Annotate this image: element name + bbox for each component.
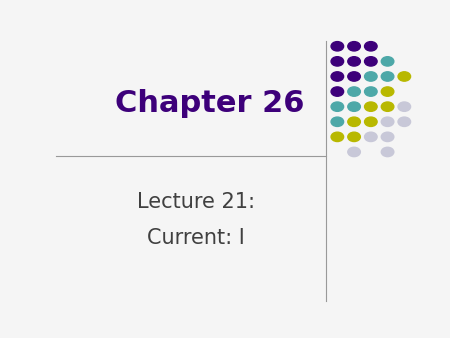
Circle shape <box>331 87 344 96</box>
Circle shape <box>398 102 410 111</box>
Circle shape <box>364 57 377 66</box>
Circle shape <box>364 102 377 111</box>
Circle shape <box>398 72 410 81</box>
Text: Lecture 21:: Lecture 21: <box>137 192 255 212</box>
Circle shape <box>348 147 360 156</box>
Text: Chapter 26: Chapter 26 <box>115 89 305 118</box>
Circle shape <box>364 117 377 126</box>
Circle shape <box>381 57 394 66</box>
Circle shape <box>381 87 394 96</box>
Circle shape <box>398 117 410 126</box>
Circle shape <box>331 42 344 51</box>
Text: Current: I: Current: I <box>147 228 245 248</box>
Circle shape <box>364 132 377 142</box>
Circle shape <box>348 132 360 142</box>
Circle shape <box>331 72 344 81</box>
Circle shape <box>381 102 394 111</box>
Circle shape <box>348 87 360 96</box>
Circle shape <box>331 117 344 126</box>
Circle shape <box>331 132 344 142</box>
Circle shape <box>348 42 360 51</box>
Circle shape <box>348 117 360 126</box>
Circle shape <box>381 117 394 126</box>
Circle shape <box>364 72 377 81</box>
Circle shape <box>331 57 344 66</box>
Circle shape <box>364 42 377 51</box>
Circle shape <box>381 132 394 142</box>
Circle shape <box>348 72 360 81</box>
Circle shape <box>364 87 377 96</box>
Circle shape <box>381 72 394 81</box>
Circle shape <box>331 102 344 111</box>
Circle shape <box>381 147 394 156</box>
Circle shape <box>348 102 360 111</box>
Circle shape <box>348 57 360 66</box>
